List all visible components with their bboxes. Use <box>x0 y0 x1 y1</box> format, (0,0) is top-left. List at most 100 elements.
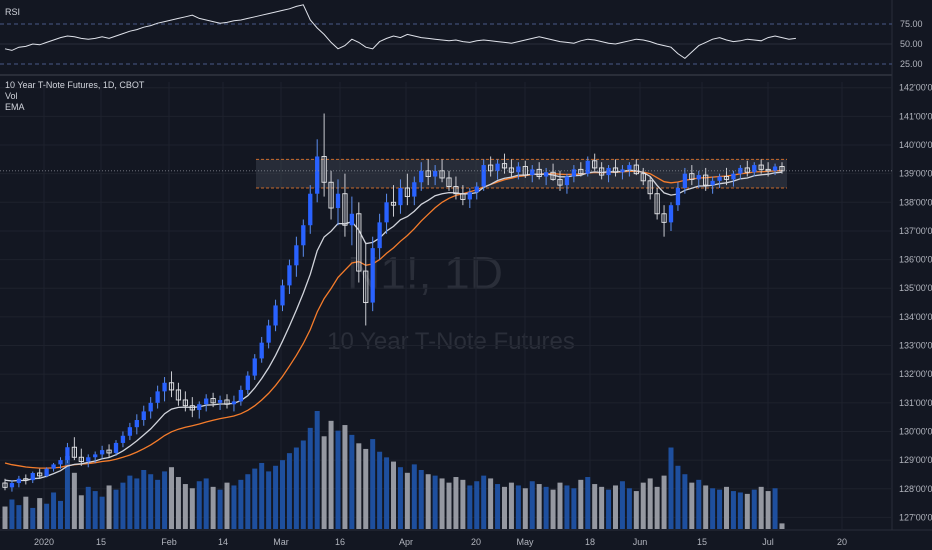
candle-body <box>37 472 43 477</box>
candle-body <box>717 176 722 181</box>
candle-body <box>516 166 521 173</box>
time-axis-label: 14 <box>218 537 228 547</box>
candle-body <box>86 457 91 462</box>
candle-body <box>168 382 175 391</box>
volume-bar <box>377 451 383 529</box>
volume-bar <box>127 475 133 529</box>
volume-bar <box>169 467 174 529</box>
candle-body <box>127 427 133 436</box>
volume-bar <box>58 500 63 529</box>
time-axis-label: Jun <box>633 537 648 547</box>
volume-bar <box>737 492 743 529</box>
time-axis-label: 16 <box>335 537 345 547</box>
candle-body <box>315 156 320 194</box>
price-axis-label: 139'00'0 <box>899 169 932 179</box>
candle-body <box>419 170 424 183</box>
candle-body <box>453 186 459 195</box>
legend-ema[interactable]: EMA <box>5 102 25 112</box>
candle-body <box>550 171 556 180</box>
candle-body <box>210 398 216 404</box>
range-zone[interactable] <box>256 158 787 189</box>
volume-bar <box>626 488 632 529</box>
volume-bar <box>9 499 15 529</box>
candle-body <box>189 405 195 411</box>
candle-body <box>744 167 750 173</box>
volume-bar <box>71 472 77 529</box>
price-axis-label: 131'00'0 <box>899 398 932 408</box>
volume-bar <box>99 496 105 529</box>
candle-body <box>23 478 29 481</box>
candle-body <box>384 202 389 223</box>
time-axis-label: Apr <box>399 537 413 547</box>
candle-body <box>224 399 230 405</box>
volume-bar <box>689 482 695 529</box>
price-axis-label: 128'00'0 <box>899 484 932 494</box>
candle-body <box>266 325 271 343</box>
rsi-price-axis[interactable]: 75.00 50.00 25.00 <box>900 19 923 69</box>
volume-bar <box>162 471 168 529</box>
watermark-symbol: N1!, 1D <box>347 247 503 299</box>
candle-body <box>9 483 15 488</box>
candle-body <box>640 173 646 182</box>
rsi-legend[interactable]: RSI <box>5 7 20 17</box>
legend-symbol[interactable]: 10 Year T-Note Futures, 1D, CBOT <box>5 80 145 90</box>
candle-body <box>633 164 639 175</box>
legend-vol[interactable]: Vol <box>5 91 18 101</box>
candle-body <box>349 213 355 226</box>
volume-bar <box>266 471 272 529</box>
volume-bar <box>2 506 8 529</box>
candle-body <box>30 473 35 481</box>
candle-body <box>682 173 688 188</box>
price-axis-label: 137'00'0 <box>899 226 932 236</box>
candle-body <box>377 222 382 249</box>
time-axis-label: 20 <box>471 537 481 547</box>
price-axis[interactable]: 142'00'0 141'00'0 140'00'0 139'00'0 138'00'0… <box>899 83 932 523</box>
rsi-line <box>4 4 796 60</box>
volume-bar <box>599 486 605 529</box>
rsi-axis-label: 50.00 <box>900 39 923 49</box>
price-axis-label: 135'00'0 <box>899 283 932 293</box>
volume-bar <box>44 503 50 529</box>
candle-body <box>508 167 515 173</box>
candle-body <box>488 164 494 172</box>
volume-bar <box>439 478 445 529</box>
volume-bar <box>758 486 764 529</box>
candle-body <box>731 173 736 180</box>
candle-body <box>557 178 563 186</box>
candle-body <box>654 193 660 215</box>
candle-body <box>474 186 479 193</box>
candle-body <box>495 163 500 171</box>
time-axis[interactable]: 2020 15 Feb 14 Mar 16 Apr 20 May 18 Jun 15 Jul 20 <box>34 537 847 547</box>
volume-bar <box>765 491 771 529</box>
candle-body <box>446 177 452 188</box>
candle-body <box>620 169 625 173</box>
volume-bar <box>384 457 390 529</box>
candle-body <box>689 173 695 180</box>
candle-body <box>592 160 598 169</box>
price-axis-label: 133'00'0 <box>899 341 932 351</box>
volume-bar <box>64 455 70 529</box>
time-axis-label: Jul <box>762 537 774 547</box>
volume-bar <box>515 485 521 529</box>
candle-body <box>425 170 431 177</box>
volume-bar <box>217 489 223 529</box>
candle-body <box>16 478 22 484</box>
candle-body <box>398 187 403 206</box>
volume-bar <box>85 486 91 529</box>
candle-body <box>585 160 590 174</box>
candle-body <box>252 358 257 376</box>
candle-body <box>647 180 653 195</box>
volume-bar <box>328 420 334 529</box>
volume-bar <box>92 491 98 529</box>
candle-body <box>106 449 112 454</box>
main-grid <box>0 82 892 530</box>
volume-bar <box>397 467 403 529</box>
volume-bar <box>432 475 438 529</box>
candle-body <box>294 245 299 266</box>
candle-body <box>578 168 584 175</box>
candlesticks <box>2 113 785 492</box>
time-axis-label: May <box>516 537 534 547</box>
time-axis-label: 15 <box>697 537 707 547</box>
candle-body <box>571 169 577 177</box>
